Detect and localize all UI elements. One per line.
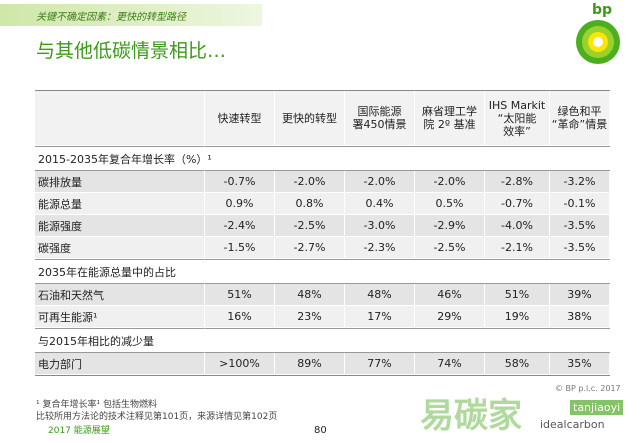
value-cell: -2.4% — [205, 215, 275, 237]
section-fill — [205, 146, 610, 171]
value-cell: 0.5% — [415, 193, 485, 215]
value-cell: 0.8% — [275, 193, 345, 215]
bp-logo — [576, 20, 620, 64]
row-label: 碳强度 — [35, 237, 205, 259]
value-cell: 51% — [485, 284, 550, 306]
value-cell: 23% — [275, 306, 345, 328]
value-cell: 74% — [415, 353, 485, 375]
column-header: 快速转型 — [205, 91, 275, 146]
value-cell: 29% — [415, 306, 485, 328]
row-label: 电力部门 — [35, 353, 205, 375]
value-cell: -2.1% — [485, 237, 550, 259]
section-title: 2015-2035年复合年增长率（%）¹ — [35, 146, 212, 171]
value-cell: -2.9% — [415, 215, 485, 237]
column-header: IHS Markit “太阳能 效率” — [485, 91, 550, 146]
value-cell: -4.0% — [485, 215, 550, 237]
value-cell: 77% — [345, 353, 415, 375]
value-cell: -2.5% — [275, 215, 345, 237]
column-header: 麻省理工学 院 2º 基准 — [415, 91, 485, 146]
section-title: 2035年在能源总量中的占比 — [35, 259, 205, 284]
value-cell: 19% — [485, 306, 550, 328]
section-title: 与2015年相比的减少量 — [35, 328, 205, 353]
value-cell: 0.4% — [345, 193, 415, 215]
table-bottom-rule — [35, 375, 610, 376]
footnote: 比较所用方法论的技术注释见第101页，来源详情见第102页 — [36, 412, 278, 422]
row-label: 碳排放量 — [35, 171, 205, 193]
footer-left: 2017 能源展望 — [48, 426, 110, 436]
table-top-rule — [35, 90, 610, 91]
title: 与其他低碳情景相比… — [36, 40, 227, 62]
value-cell: -2.0% — [275, 171, 345, 193]
value-cell: -2.0% — [345, 171, 415, 193]
value-cell: -0.7% — [205, 171, 275, 193]
watermark: 易碳家 — [420, 396, 522, 436]
value-cell: -2.3% — [345, 237, 415, 259]
value-cell: 39% — [550, 284, 610, 306]
value-cell: -2.0% — [415, 171, 485, 193]
header-cell — [35, 91, 205, 146]
value-cell: 38% — [550, 306, 610, 328]
value-cell: 17% — [345, 306, 415, 328]
header-bar — [0, 4, 262, 26]
value-cell: -2.5% — [415, 237, 485, 259]
watermark-sub: tanjiaoyi — [570, 400, 624, 415]
value-cell: 0.9% — [205, 193, 275, 215]
page-number: 80 — [314, 425, 327, 436]
value-cell: 51% — [205, 284, 275, 306]
value-cell: -2.8% — [485, 171, 550, 193]
value-cell: 48% — [275, 284, 345, 306]
value-cell: -2.7% — [275, 237, 345, 259]
value-cell: >100% — [205, 353, 275, 375]
value-cell: 58% — [485, 353, 550, 375]
row-label: 能源强度 — [35, 215, 205, 237]
value-cell: 46% — [415, 284, 485, 306]
value-cell: -0.1% — [550, 193, 610, 215]
row-label: 可再生能源¹ — [35, 306, 205, 328]
value-cell: -1.5% — [205, 237, 275, 259]
footnote: ¹ 复合年增长率¹ 包括生物燃料 — [36, 400, 157, 410]
value-cell: 89% — [275, 353, 345, 375]
column-header: 绿色和平 “革命”情景 — [550, 91, 610, 146]
value-cell: -3.2% — [550, 171, 610, 193]
section-fill — [205, 328, 610, 353]
column-header: 国际能源 署450情景 — [345, 91, 415, 146]
value-cell: 35% — [550, 353, 610, 375]
value-cell: -3.5% — [550, 215, 610, 237]
header-text: 关键不确定因素：更快的转型路径 — [36, 12, 186, 23]
row-label: 石油和天然气 — [35, 284, 205, 306]
value-cell: -3.5% — [550, 237, 610, 259]
copyright: © BP p.l.c. 2017 — [555, 384, 621, 393]
logo-text: bp — [592, 2, 613, 18]
watermark-handle: idealcarbon — [540, 418, 605, 431]
value-cell: -3.0% — [345, 215, 415, 237]
column-header: 更快的转型 — [275, 91, 345, 146]
value-cell: 48% — [345, 284, 415, 306]
section-fill — [205, 259, 610, 284]
value-cell: -0.7% — [485, 193, 550, 215]
row-label: 能源总量 — [35, 193, 205, 215]
value-cell: 16% — [205, 306, 275, 328]
